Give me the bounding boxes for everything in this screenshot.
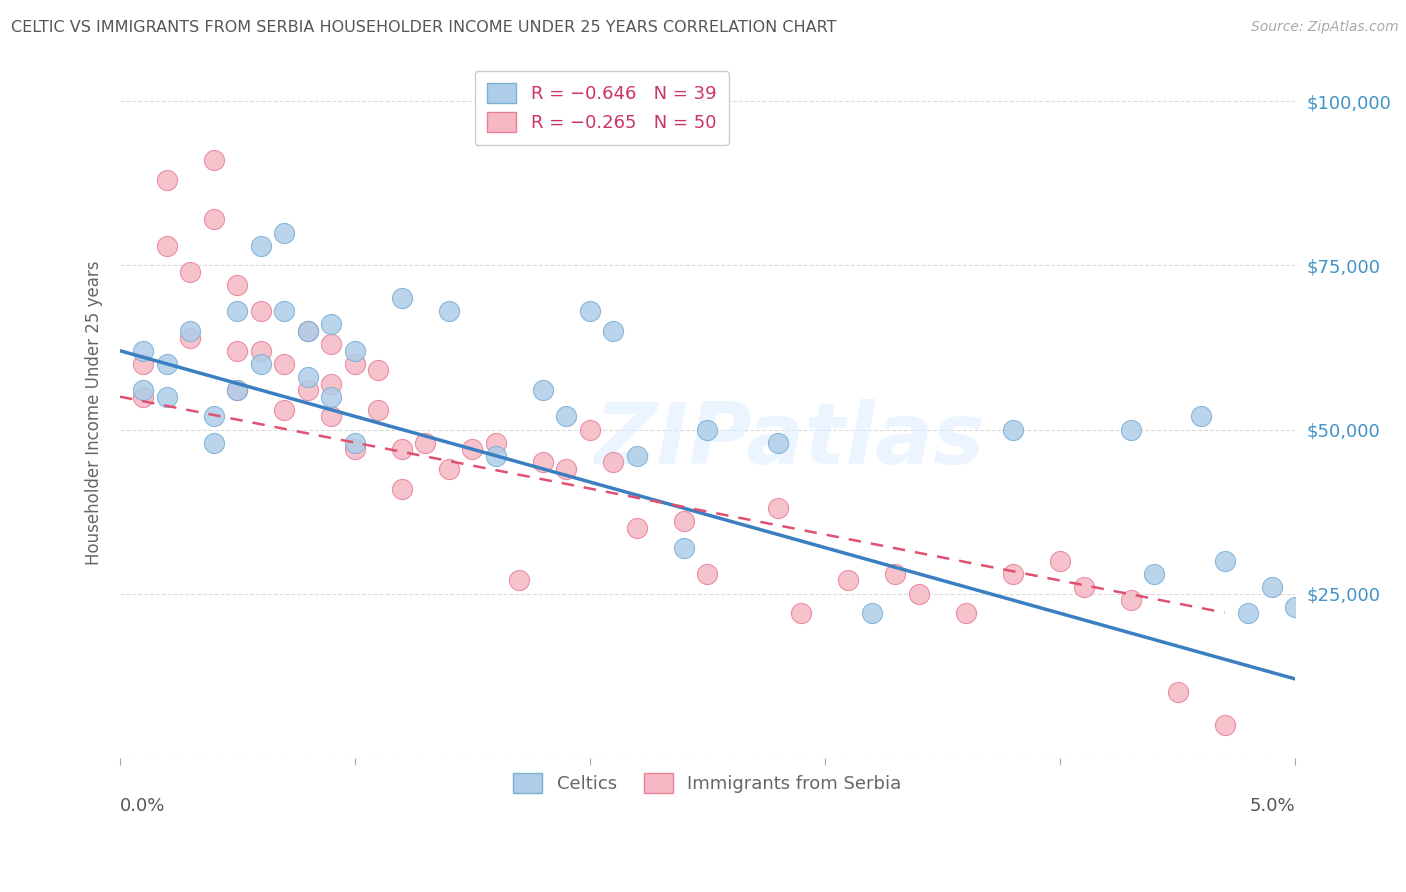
Point xyxy=(1143,566,1166,581)
Point xyxy=(297,324,319,338)
Point xyxy=(485,449,508,463)
Point xyxy=(179,324,201,338)
Point xyxy=(202,409,225,424)
Text: Source: ZipAtlas.com: Source: ZipAtlas.com xyxy=(1251,20,1399,34)
Point xyxy=(1119,593,1142,607)
Point xyxy=(321,318,343,332)
Point xyxy=(132,357,155,371)
Point xyxy=(555,409,578,424)
Point xyxy=(531,383,554,397)
Point xyxy=(391,291,413,305)
Point xyxy=(1213,718,1236,732)
Point xyxy=(672,541,695,555)
Point xyxy=(226,383,249,397)
Point xyxy=(626,449,648,463)
Point xyxy=(1001,566,1024,581)
Point xyxy=(555,462,578,476)
Point xyxy=(908,586,931,600)
Point xyxy=(156,173,179,187)
Point xyxy=(297,383,319,397)
Point xyxy=(321,337,343,351)
Point xyxy=(156,357,179,371)
Point xyxy=(250,357,273,371)
Point xyxy=(1237,607,1260,621)
Point xyxy=(579,423,602,437)
Point xyxy=(837,574,859,588)
Point xyxy=(273,402,295,417)
Point xyxy=(626,521,648,535)
Text: 5.0%: 5.0% xyxy=(1250,797,1295,814)
Point xyxy=(884,566,907,581)
Point xyxy=(226,278,249,293)
Point xyxy=(1213,554,1236,568)
Point xyxy=(297,324,319,338)
Text: 0.0%: 0.0% xyxy=(120,797,166,814)
Point xyxy=(508,574,530,588)
Point xyxy=(955,607,977,621)
Text: ZIPatlas: ZIPatlas xyxy=(595,399,984,483)
Point xyxy=(132,383,155,397)
Point xyxy=(367,402,389,417)
Point xyxy=(766,501,789,516)
Point xyxy=(156,238,179,252)
Point xyxy=(579,304,602,318)
Point xyxy=(202,153,225,168)
Point xyxy=(343,343,366,358)
Point xyxy=(485,435,508,450)
Point xyxy=(321,390,343,404)
Point xyxy=(132,343,155,358)
Point xyxy=(1260,580,1282,594)
Point xyxy=(321,409,343,424)
Point xyxy=(602,455,624,469)
Point xyxy=(1189,409,1212,424)
Point xyxy=(343,357,366,371)
Text: CELTIC VS IMMIGRANTS FROM SERBIA HOUSEHOLDER INCOME UNDER 25 YEARS CORRELATION C: CELTIC VS IMMIGRANTS FROM SERBIA HOUSEHO… xyxy=(11,20,837,35)
Point xyxy=(179,265,201,279)
Point xyxy=(297,370,319,384)
Legend: Celtics, Immigrants from Serbia: Celtics, Immigrants from Serbia xyxy=(506,766,908,800)
Point xyxy=(202,435,225,450)
Point xyxy=(343,442,366,457)
Point xyxy=(602,324,624,338)
Point xyxy=(273,226,295,240)
Point xyxy=(391,442,413,457)
Point xyxy=(273,304,295,318)
Point xyxy=(531,455,554,469)
Point xyxy=(132,390,155,404)
Point xyxy=(672,515,695,529)
Point xyxy=(1119,423,1142,437)
Point xyxy=(226,343,249,358)
Point xyxy=(790,607,813,621)
Point xyxy=(860,607,883,621)
Point xyxy=(1166,685,1188,699)
Point xyxy=(250,304,273,318)
Point xyxy=(202,212,225,227)
Point xyxy=(696,566,718,581)
Point xyxy=(437,304,460,318)
Point xyxy=(273,357,295,371)
Point xyxy=(1284,599,1306,614)
Point xyxy=(226,304,249,318)
Point xyxy=(367,363,389,377)
Point xyxy=(343,435,366,450)
Point xyxy=(415,435,437,450)
Point xyxy=(766,435,789,450)
Point xyxy=(179,330,201,344)
Point xyxy=(1073,580,1095,594)
Point xyxy=(250,238,273,252)
Point xyxy=(1001,423,1024,437)
Point xyxy=(391,482,413,496)
Point xyxy=(437,462,460,476)
Point xyxy=(1049,554,1071,568)
Point xyxy=(461,442,484,457)
Point xyxy=(696,423,718,437)
Point xyxy=(156,390,179,404)
Point xyxy=(250,343,273,358)
Y-axis label: Householder Income Under 25 years: Householder Income Under 25 years xyxy=(86,260,103,566)
Point xyxy=(226,383,249,397)
Point xyxy=(321,376,343,391)
